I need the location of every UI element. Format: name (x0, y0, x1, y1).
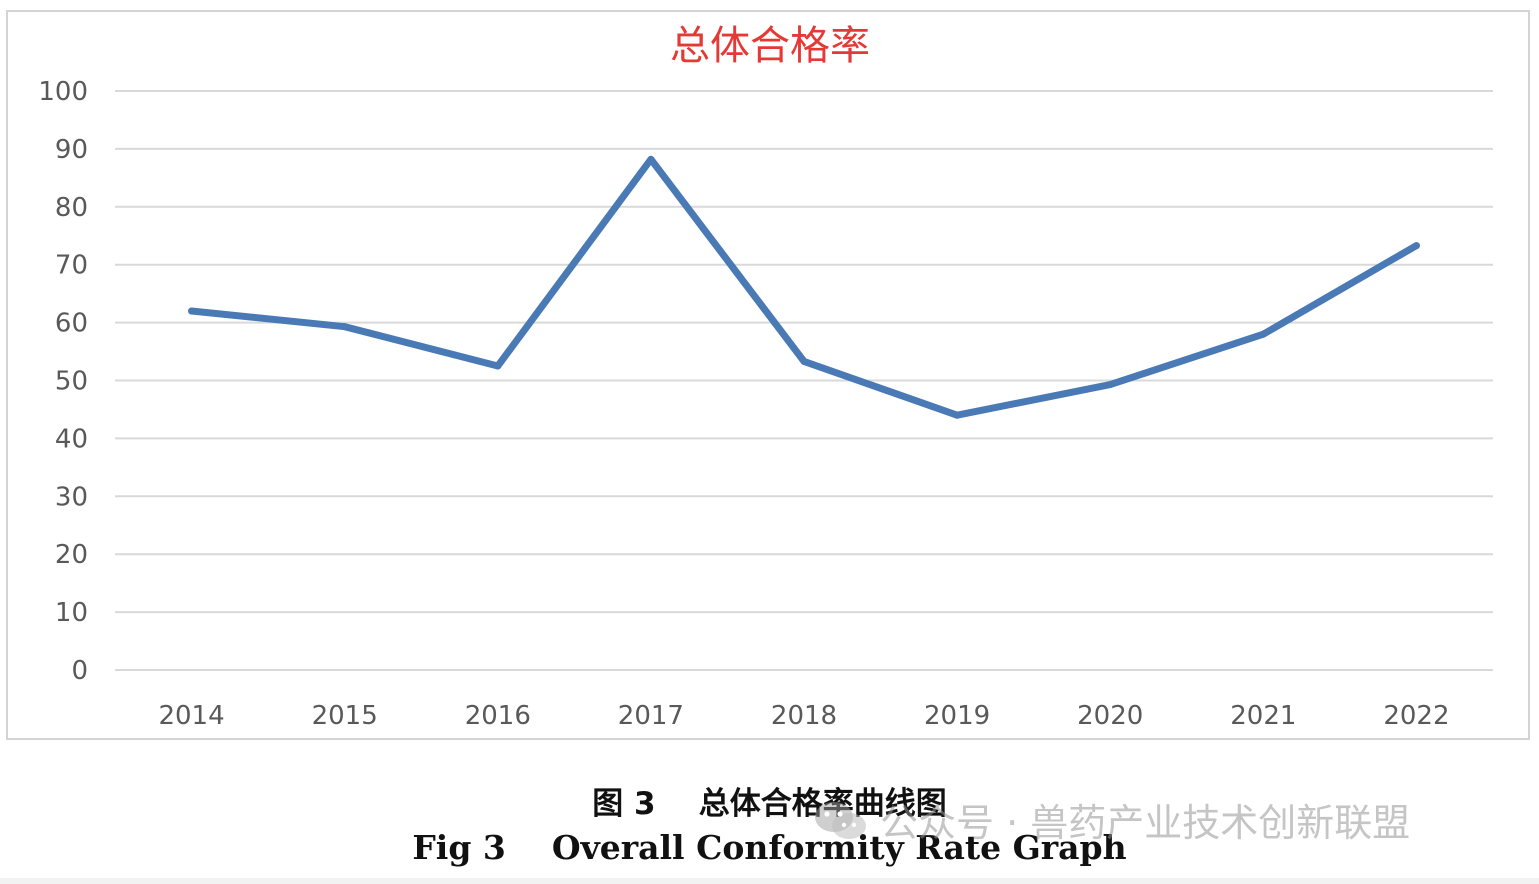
y-tick-label: 70 (55, 251, 88, 281)
x-tick-label: 2020 (1077, 701, 1143, 731)
y-tick-label: 80 (55, 193, 88, 223)
x-tick-label: 2017 (618, 701, 684, 731)
data-point (1412, 242, 1420, 250)
y-tick-label: 30 (55, 482, 88, 512)
y-tick-label: 0 (71, 656, 88, 686)
y-axis-tick-labels: 0 10 20 30 40 50 60 70 80 90 100 (38, 77, 88, 686)
data-point (188, 307, 196, 315)
y-tick-label: 50 (55, 367, 88, 397)
y-tick-label: 90 (55, 135, 88, 165)
series-layer (188, 155, 1420, 419)
data-point (494, 362, 502, 370)
gridlines (115, 90, 1493, 671)
data-point (341, 323, 349, 331)
data-point (1106, 381, 1114, 389)
chart-frame: 总体合格率 0 10 20 30 40 50 60 70 80 90 100 2014 2015 201… (6, 10, 1530, 740)
figure-caption-english: Fig 3 Overall Conformity Rate Graph (412, 828, 1127, 867)
data-point (647, 155, 655, 163)
y-tick-label: 10 (55, 598, 88, 628)
y-tick-label: 60 (55, 309, 88, 339)
y-tick-label: 40 (55, 424, 88, 454)
bottom-band (0, 878, 1539, 884)
x-tick-label: 2021 (1230, 701, 1296, 731)
chart-title: 总体合格率 (670, 23, 870, 69)
data-point (953, 411, 961, 419)
x-tick-label: 2015 (312, 701, 378, 731)
x-axis-tick-labels: 2014 2015 2016 2017 2018 2019 2020 2021 2022 (158, 701, 1449, 731)
wechat-icon (815, 801, 866, 839)
x-tick-label: 2018 (771, 701, 837, 731)
x-tick-label: 2014 (158, 701, 224, 731)
watermark-text: 公众号 · 兽药产业技术创新联盟 (880, 801, 1411, 845)
x-tick-label: 2022 (1383, 701, 1449, 731)
watermark: 公众号 · 兽药产业技术创新联盟 (810, 792, 1410, 847)
series-line (188, 155, 1420, 419)
x-tick-label: 2016 (465, 701, 531, 731)
y-tick-label: 100 (38, 77, 88, 107)
data-point (800, 357, 808, 365)
y-tick-label: 20 (55, 540, 88, 570)
data-point (1259, 330, 1267, 338)
x-tick-label: 2019 (924, 701, 990, 731)
